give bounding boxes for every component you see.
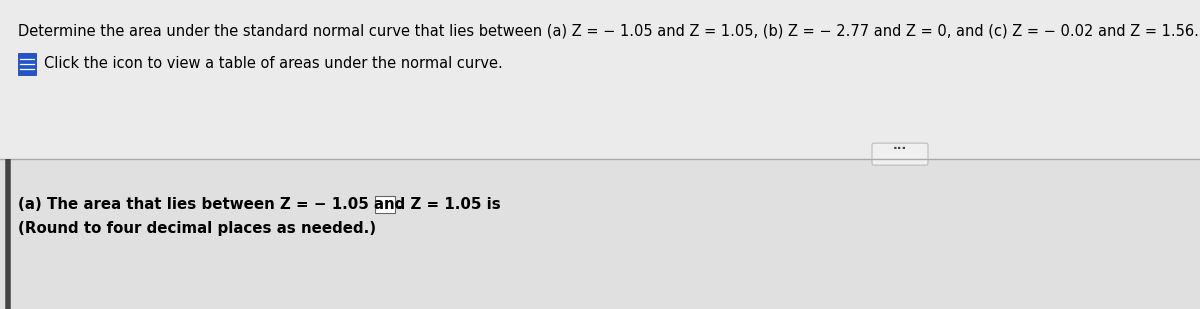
FancyBboxPatch shape xyxy=(872,143,928,165)
Bar xyxy=(0,0,1200,159)
Text: (Round to four decimal places as needed.): (Round to four decimal places as needed.… xyxy=(18,221,376,236)
Bar xyxy=(0,159,1200,309)
Text: Click the icon to view a table of areas under the normal curve.: Click the icon to view a table of areas … xyxy=(44,57,503,71)
Text: Determine the area under the standard normal curve that lies between (a) Z = − 1: Determine the area under the standard no… xyxy=(18,24,1199,39)
Text: ...: ... xyxy=(893,139,907,152)
Bar xyxy=(376,196,396,213)
Text: (a) The area that lies between Z = − 1.05 and Z = 1.05 is: (a) The area that lies between Z = − 1.0… xyxy=(18,197,506,212)
Bar xyxy=(18,53,36,75)
Text: .: . xyxy=(396,197,402,212)
